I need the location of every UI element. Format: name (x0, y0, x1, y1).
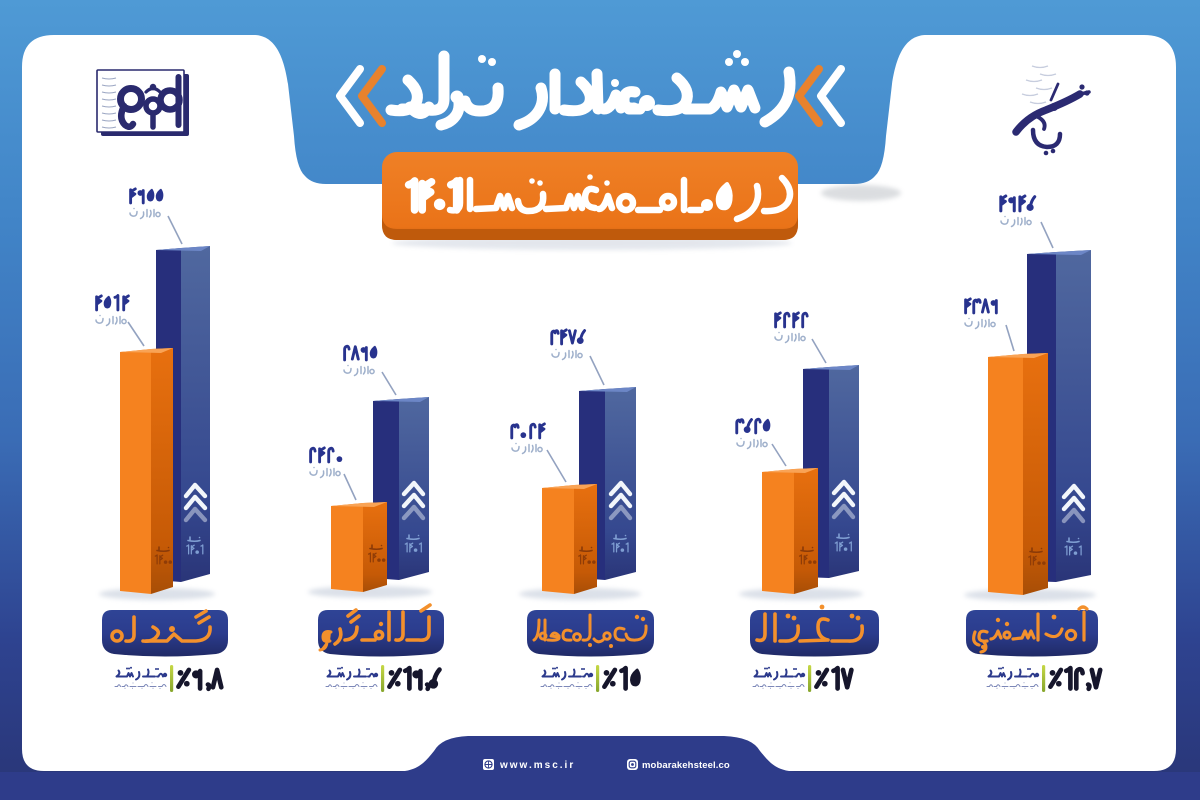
svg-text:www.msc.ir: www.msc.ir (499, 760, 575, 771)
svg-text:mobarakehsteel.co: mobarakehsteel.co (642, 760, 730, 771)
